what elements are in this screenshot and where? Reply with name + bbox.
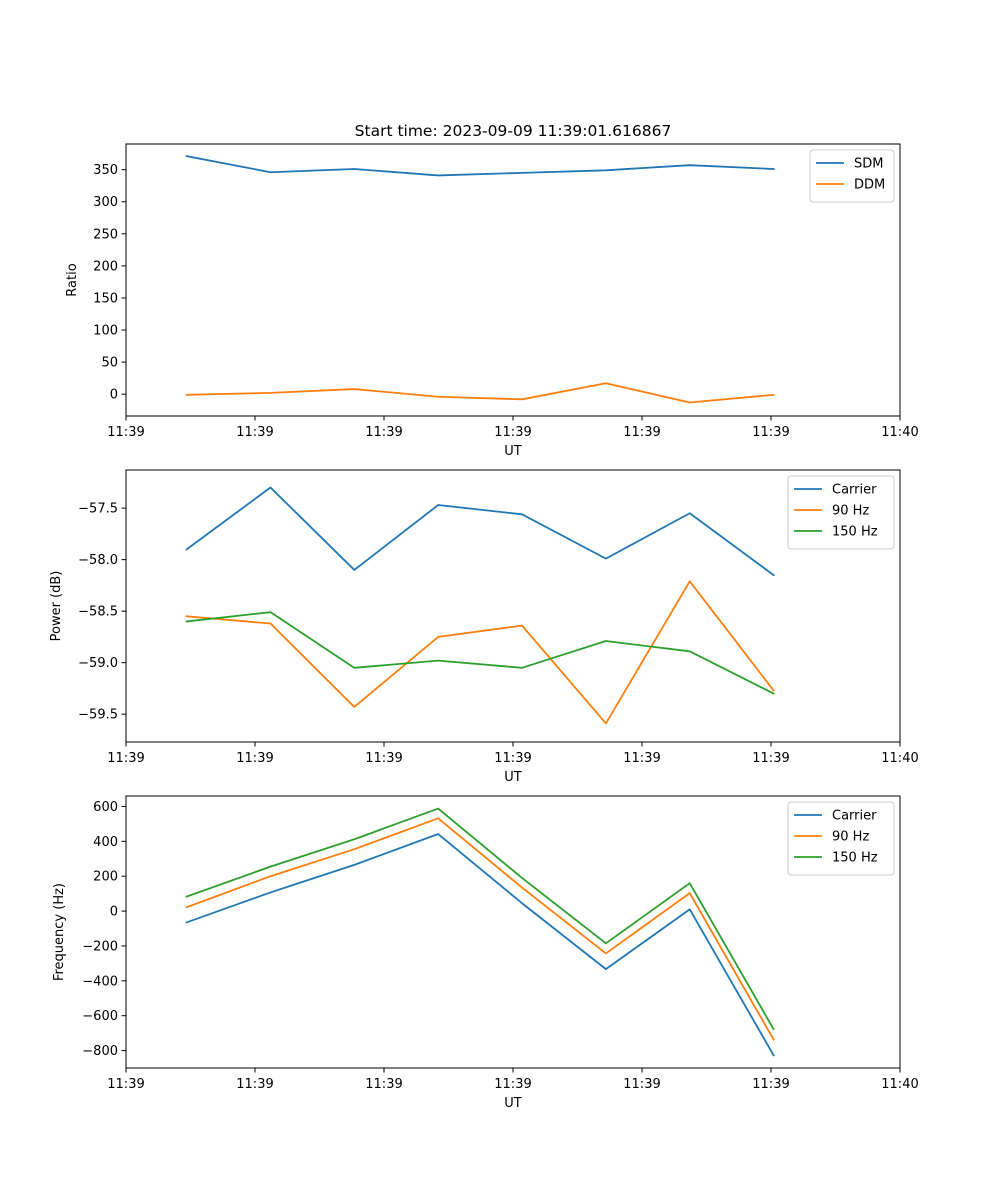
y-axis-label: Power (dB)	[49, 571, 64, 642]
x-tick-label: 11:39	[752, 1077, 789, 1092]
x-tick-label: 11:39	[365, 1077, 402, 1092]
series-line-90-hz	[185, 817, 775, 1041]
x-tick-label: 11:40	[881, 751, 918, 766]
series-line-ddm	[185, 382, 775, 404]
x-tick-label: 11:39	[623, 425, 660, 440]
x-tick-label: 11:39	[107, 751, 144, 766]
series-line-sdm	[185, 155, 775, 177]
y-tick-label: −800	[82, 1044, 118, 1059]
legend: Carrier 90 Hz 150 Hz	[787, 475, 895, 550]
series-line-90-hz	[185, 580, 775, 725]
series-line-150-hz	[185, 807, 775, 1031]
y-tick-label: −59.0	[78, 656, 118, 671]
x-tick-label: 11:40	[881, 425, 918, 440]
y-tick-label: 200	[93, 259, 118, 274]
y-axis-label: Ratio	[65, 263, 80, 296]
y-tick-label: −59.5	[78, 708, 118, 723]
x-axis-label: UT	[504, 770, 522, 785]
x-tick-label: 11:39	[236, 1077, 273, 1092]
x-tick-label: 11:39	[365, 751, 402, 766]
x-tick-label: 11:39	[236, 425, 273, 440]
x-tick-label: 11:39	[494, 425, 531, 440]
y-tick-label: −57.5	[78, 502, 118, 517]
x-axis-label: UT	[504, 1096, 522, 1111]
series-line-carrier	[185, 833, 775, 1057]
x-tick-label: 11:39	[623, 751, 660, 766]
legend-label: 90 Hz	[832, 830, 869, 845]
x-tick-label: 11:39	[236, 751, 273, 766]
y-tick-label: 350	[93, 163, 118, 178]
x-tick-label: 11:39	[623, 1077, 660, 1092]
y-tick-label: 0	[110, 388, 118, 403]
y-tick-label: 400	[93, 835, 118, 850]
x-tick-label: 11:40	[881, 1077, 918, 1092]
legend-label: Carrier	[832, 809, 877, 824]
x-tick-label: 11:39	[752, 751, 789, 766]
y-tick-label: 0	[110, 905, 118, 920]
y-tick-label: 150	[93, 291, 118, 306]
y-tick-label: −58.5	[78, 605, 118, 620]
y-tick-label: 600	[93, 800, 118, 815]
y-tick-label: −400	[82, 974, 118, 989]
x-tick-label: 11:39	[752, 425, 789, 440]
y-tick-label: 100	[93, 324, 118, 339]
x-tick-label: 11:39	[365, 425, 402, 440]
x-tick-label: 11:39	[494, 1077, 531, 1092]
legend-label: 90 Hz	[832, 504, 869, 519]
legend-label: 150 Hz	[832, 525, 878, 540]
y-tick-label: −200	[82, 939, 118, 954]
y-tick-label: 50	[101, 356, 118, 371]
x-axis-label: UT	[504, 444, 522, 459]
y-tick-label: 250	[93, 227, 118, 242]
subplot-2: −59.5 −59.0 −58.5 −58.0 −57.5 11:39 11:39 11:39…	[49, 469, 919, 785]
y-tick-label: −58.0	[78, 553, 118, 568]
y-tick-label: −600	[82, 1009, 118, 1024]
legend-label: SDM	[854, 157, 883, 172]
legend-label: DDM	[854, 178, 885, 193]
series-line-carrier	[185, 486, 775, 577]
x-tick-label: 11:39	[107, 425, 144, 440]
x-tick-label: 11:39	[107, 1077, 144, 1092]
subplot-3: −800 −600 −400 −200 0 200 400 600 11:39 11:39 11:3…	[52, 795, 919, 1111]
y-tick-label: 200	[93, 870, 118, 885]
legend-label: Carrier	[832, 483, 877, 498]
legend-label: 150 Hz	[832, 851, 878, 866]
x-tick-label: 11:39	[494, 751, 531, 766]
y-tick-label: 300	[93, 195, 118, 210]
legend: SDM DDM	[809, 149, 895, 203]
figure-title: Start time: 2023-09-09 11:39:01.616867	[355, 122, 672, 140]
y-axis-label: Frequency (Hz)	[52, 883, 67, 981]
legend: Carrier 90 Hz 150 Hz	[787, 801, 895, 876]
series-line-150-hz	[185, 611, 775, 695]
subplots: 0 50 100 150 200 250 300 350 11:39 11:39 11:39 11:3…	[49, 143, 919, 1111]
subplot-1: 0 50 100 150 200 250 300 350 11:39 11:39 11:39 11:3…	[65, 143, 919, 459]
